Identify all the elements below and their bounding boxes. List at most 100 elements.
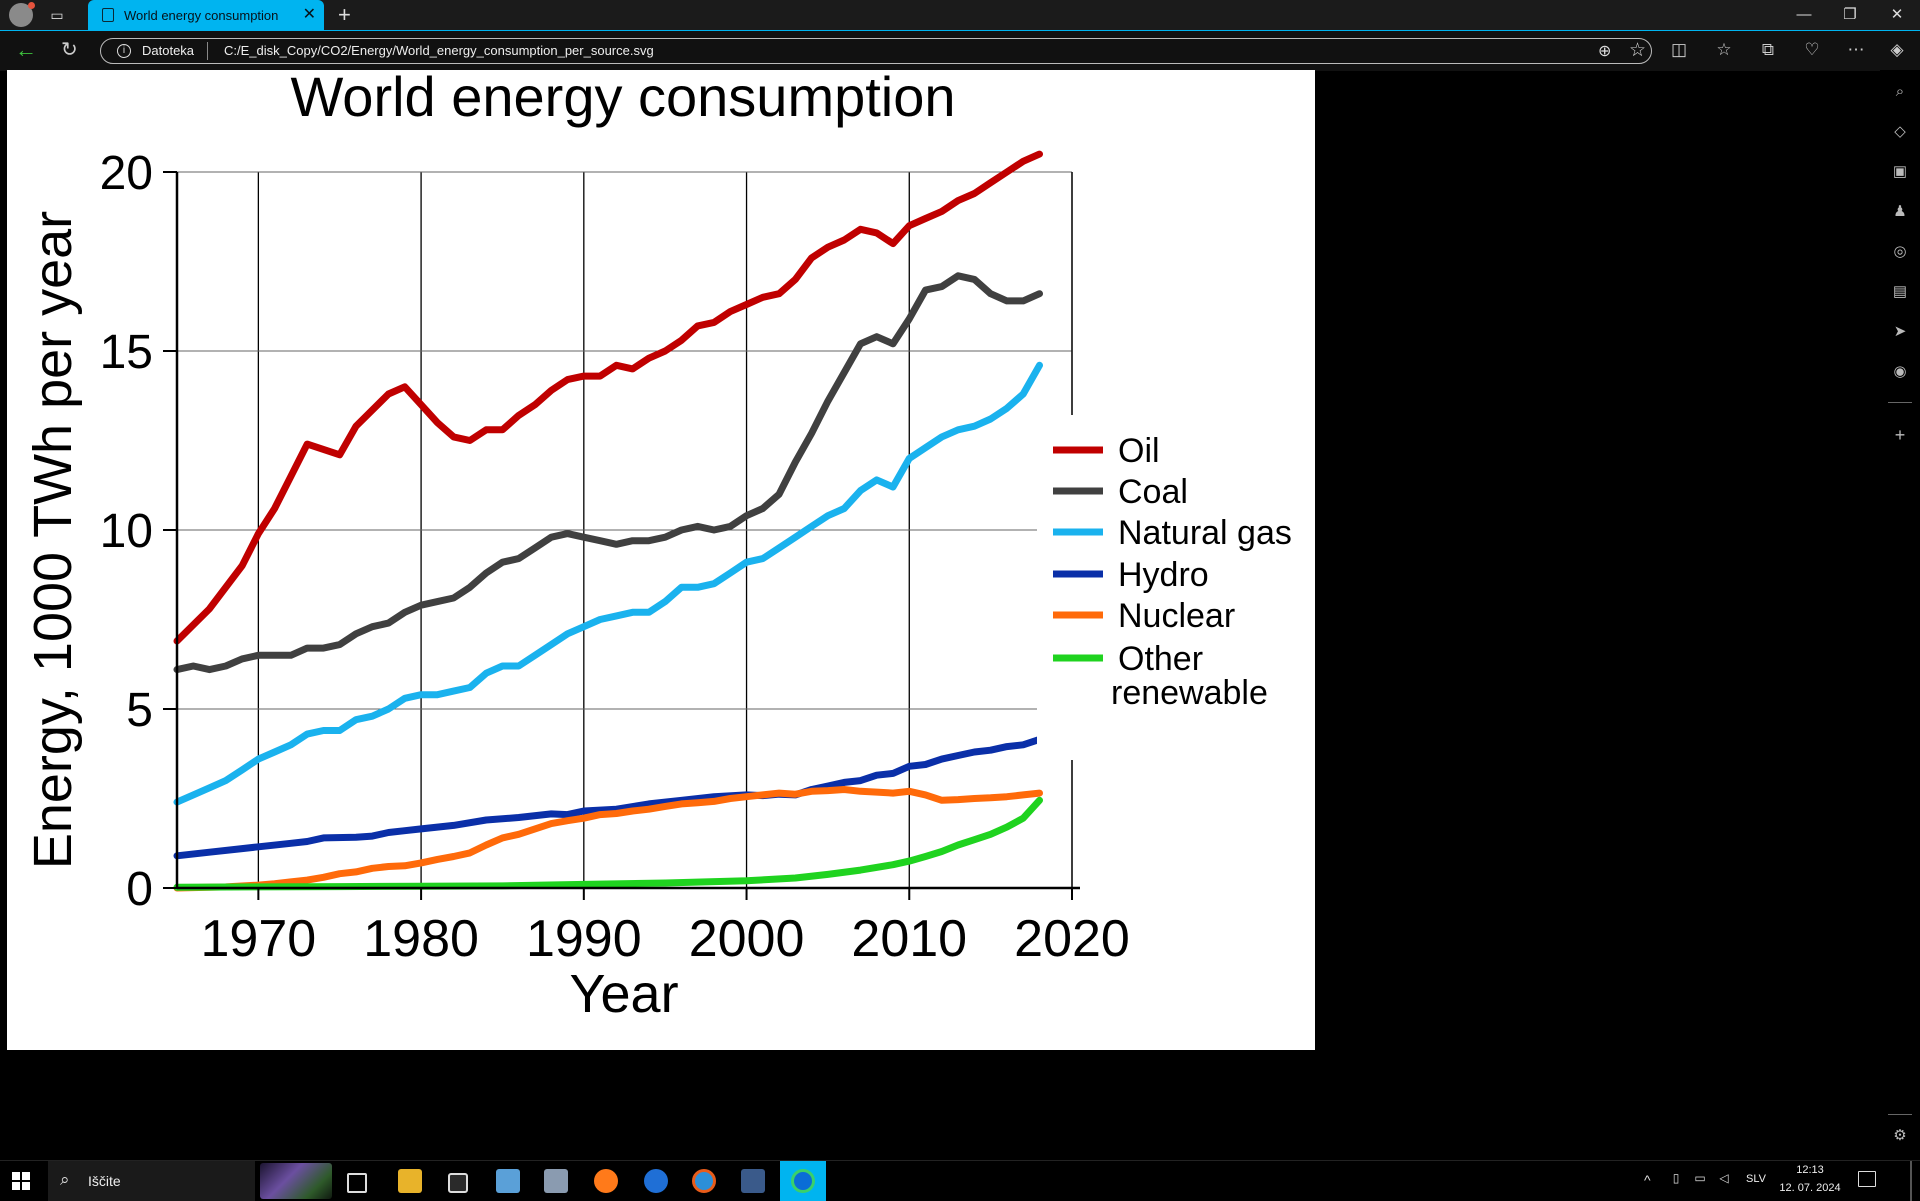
series-line-natural-gas [173, 361, 1043, 806]
tab-actions-icon[interactable]: ▭ [50, 7, 64, 23]
address-bar[interactable]: i Datoteka C:/E_disk_Copy/CO2/Energy/Wor… [100, 38, 1652, 64]
chart-title: World energy consumption [290, 70, 955, 128]
settings-gear-icon[interactable]: ⚙ [1893, 1127, 1907, 1144]
url-text[interactable]: C:/E_disk_Copy/CO2/Energy/World_energy_c… [224, 43, 654, 58]
scheme-label: Datoteka [142, 43, 195, 58]
new-tab-icon[interactable]: + [338, 2, 351, 27]
widget-image[interactable] [260, 1163, 332, 1199]
tab-title: World energy consumption [124, 8, 279, 23]
app-icon-notes[interactable] [496, 1169, 520, 1193]
search-placeholder: Iščite [88, 1173, 121, 1189]
y-axis-label: Energy, 1000 TWh per year [23, 211, 83, 869]
edge-icon [791, 1169, 815, 1193]
y-tick-label: 15 [100, 326, 153, 379]
reload-icon[interactable]: ↻ [61, 39, 78, 61]
sidebar-divider [1888, 402, 1912, 403]
navigation-bar: ← ↻ i Datoteka C:/E_disk_Copy/CO2/Energy… [0, 30, 1920, 71]
profile-avatar[interactable] [9, 2, 35, 27]
energy-chart: World energy consumption 0 5 10 15 20 1970 198… [23, 70, 1315, 1024]
language-indicator[interactable]: SLV [1746, 1173, 1766, 1185]
outlook-icon[interactable]: ▤ [1892, 283, 1908, 300]
app-icon-utility[interactable] [544, 1169, 568, 1193]
clock-date[interactable]: 12. 07. 2024 [1779, 1182, 1841, 1194]
task-view-icon[interactable] [347, 1173, 367, 1193]
favorite-star-icon[interactable]: ☆ [1629, 40, 1647, 61]
minimize-icon[interactable]: — [1796, 6, 1812, 23]
send-icon[interactable]: ➤ [1893, 323, 1907, 340]
designer-icon[interactable]: ◉ [1893, 363, 1907, 380]
app-icon-image[interactable] [741, 1169, 765, 1193]
firefox-icon[interactable] [594, 1169, 618, 1193]
search-icon[interactable]: ⌕ [1895, 83, 1905, 100]
tab-active[interactable]: World energy consumption ✕ [88, 0, 324, 30]
sidebar-divider [1888, 1114, 1912, 1115]
toolbox-icon[interactable]: ▣ [1892, 163, 1908, 180]
legend-box [1037, 415, 1315, 760]
legend-label: renewable [1111, 674, 1268, 712]
url-divider [207, 42, 208, 60]
y-tick-label: 20 [100, 147, 153, 200]
series-line-nuclear [173, 786, 1043, 892]
x-tick-label: 2010 [851, 910, 967, 968]
legend-label: Other [1118, 640, 1203, 678]
taskbar-search[interactable]: ⌕ Iščite [48, 1161, 255, 1201]
x-tick-label: 1970 [201, 910, 317, 968]
legend-label: Nuclear [1118, 597, 1235, 635]
clock-time[interactable]: 12:13 [1796, 1164, 1824, 1176]
x-tick-label: 1980 [363, 910, 479, 968]
legend-label: Coal [1118, 473, 1188, 511]
browser-essentials-icon[interactable]: ♡ [1804, 40, 1820, 59]
show-desktop-button[interactable] [1910, 1161, 1912, 1201]
games-icon[interactable]: ♟ [1893, 203, 1907, 220]
y-tick-label: 10 [100, 505, 153, 558]
info-icon[interactable]: i [117, 44, 131, 58]
notification-icon[interactable] [1858, 1171, 1876, 1187]
more-options-icon[interactable]: ⋯ [1847, 40, 1865, 59]
close-tab-icon[interactable]: ✕ [302, 6, 316, 23]
add-icon[interactable]: + [1894, 425, 1906, 445]
volume-icon[interactable]: ◁ [1719, 1171, 1729, 1185]
series-line-coal [173, 272, 1043, 674]
close-window-icon[interactable]: ✕ [1890, 6, 1904, 23]
search-icon: ⌕ [60, 1170, 70, 1189]
collections-icon[interactable]: ⧉ [1761, 40, 1775, 59]
taskbar: ⌕ Iščite ^ ▯ ▭ ◁ SLV 12:13 12. 07. 2024 [0, 1160, 1920, 1201]
copilot-icon[interactable]: ◈ [1890, 40, 1904, 59]
y-tick-label: 0 [126, 863, 153, 916]
x-tick-label: 1990 [526, 910, 642, 968]
favorites-icon[interactable]: ☆ [1716, 40, 1732, 59]
network-icon[interactable]: ▭ [1694, 1171, 1706, 1185]
x-tick-label: 2020 [1014, 910, 1130, 968]
app-icon-ring[interactable] [692, 1169, 716, 1193]
series-line-other-renewable [173, 796, 1043, 891]
series-lines [173, 150, 1043, 892]
tab-strip: ▭ World energy consumption ✕ + — ❐ ✕ [0, 0, 1920, 30]
zoom-icon[interactable]: ⊕ [1598, 43, 1612, 60]
tools-icon[interactable]: ◎ [1893, 243, 1907, 260]
store-icon[interactable] [448, 1173, 468, 1193]
restore-icon[interactable]: ❐ [1843, 6, 1857, 23]
file-explorer-icon[interactable] [398, 1169, 422, 1193]
legend-label: Oil [1118, 432, 1160, 470]
windows-start-icon[interactable] [12, 1172, 30, 1190]
svg-page: World energy consumption 0 5 10 15 20 1970 198… [7, 70, 1315, 1050]
grid [177, 171, 1073, 888]
page-icon [102, 8, 114, 22]
split-screen-icon[interactable]: ◫ [1670, 40, 1688, 59]
edge-taskbar-active[interactable] [780, 1161, 826, 1201]
sidebar: ⌕ ◇ ▣ ♟ ◎ ▤ ➤ ◉ + ⚙ [1880, 70, 1920, 1160]
camera-icon[interactable]: ▯ [1672, 1171, 1680, 1185]
y-tick-label: 5 [126, 684, 153, 737]
chevron-up-icon[interactable]: ^ [1644, 1172, 1651, 1188]
x-axis-label: Year [569, 964, 678, 1024]
x-tick-label: 2000 [689, 910, 805, 968]
axes: 0 5 10 15 20 1970 1980 1990 2000 2010 2020 [100, 147, 1130, 968]
back-icon[interactable]: ← [15, 37, 37, 62]
legend-label: Hydro [1118, 556, 1209, 594]
series-line-oil [173, 150, 1043, 645]
tag-icon[interactable]: ◇ [1894, 123, 1906, 140]
thunderbird-icon[interactable] [644, 1169, 668, 1193]
legend-label: Natural gas [1118, 514, 1292, 552]
series-line-hydro [173, 735, 1043, 860]
